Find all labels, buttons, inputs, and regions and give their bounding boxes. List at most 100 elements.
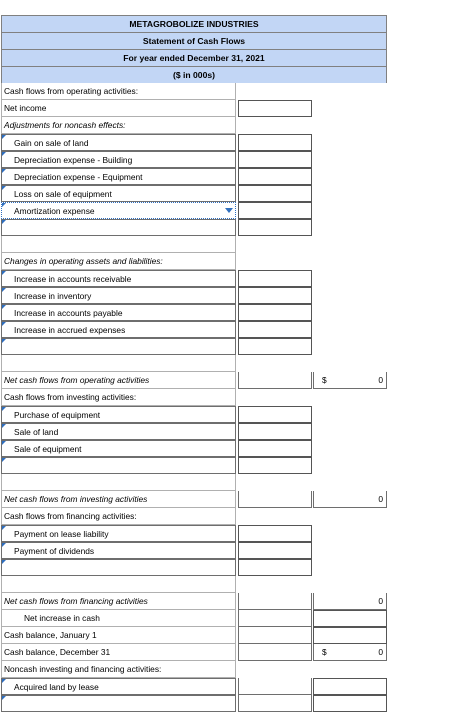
changes-row: Changes in operating assets and liabilit… bbox=[1, 253, 387, 270]
spacer-row bbox=[1, 474, 387, 491]
net-increase-row: Net increase in cash bbox=[1, 610, 387, 627]
adj-amount-input[interactable] bbox=[238, 134, 312, 151]
adj-item-input[interactable]: Gain on sale of land bbox=[1, 134, 236, 151]
change-amount-input[interactable] bbox=[238, 304, 312, 321]
adj-item-input[interactable]: Depreciation expense - Equipment bbox=[1, 168, 236, 185]
change-item-input[interactable]: Increase in inventory bbox=[1, 287, 236, 304]
financing-amount-input[interactable] bbox=[238, 559, 312, 576]
adj-row: Gain on sale of land bbox=[1, 134, 387, 151]
change-row: Increase in accounts receivable bbox=[1, 270, 387, 287]
investing-item-input[interactable]: Sale of equipment bbox=[1, 440, 236, 457]
investing-item-input[interactable]: Sale of land bbox=[1, 423, 236, 440]
net-operating-row: Net cash flows from operating activities… bbox=[1, 372, 387, 389]
operating-title: Cash flows from operating activities: bbox=[1, 83, 236, 100]
noncash-spacer bbox=[238, 695, 312, 712]
change-row: Increase in inventory bbox=[1, 287, 387, 304]
financing-item-input[interactable] bbox=[1, 559, 236, 576]
change-row: Increase in accounts payable bbox=[1, 304, 387, 321]
noncash-amount-input[interactable] bbox=[313, 695, 387, 712]
investing-title-row: Cash flows from investing activities: bbox=[1, 389, 387, 406]
noncash-amount-input[interactable] bbox=[313, 678, 387, 695]
financing-item-input[interactable]: Payment of dividends bbox=[1, 542, 236, 559]
adj-item-input[interactable] bbox=[1, 219, 236, 236]
net-financing-spacer bbox=[238, 593, 312, 610]
statement-title: Statement of Cash Flows bbox=[1, 32, 387, 49]
adjustments-heading: Adjustments for noncash effects: bbox=[1, 117, 236, 134]
investing-amount-input[interactable] bbox=[238, 457, 312, 474]
noncash-item-input[interactable]: Acquired land by lease bbox=[1, 678, 236, 695]
financing-amount-input[interactable] bbox=[238, 542, 312, 559]
adj-row-dropdown: Amortization expense bbox=[1, 202, 387, 219]
financing-amount-input[interactable] bbox=[238, 525, 312, 542]
adj-item-input[interactable]: Loss on sale of equipment bbox=[1, 185, 236, 202]
currency-symbol: $ bbox=[322, 375, 327, 385]
financing-row: Payment of dividends bbox=[1, 542, 387, 559]
investing-amount-input[interactable] bbox=[238, 406, 312, 423]
noncash-item-input[interactable] bbox=[1, 695, 236, 712]
change-amount-input[interactable] bbox=[238, 338, 312, 355]
adj-row-empty bbox=[1, 219, 387, 236]
noncash-spacer bbox=[238, 678, 312, 695]
cash-dec31-total: $ 0 bbox=[313, 644, 387, 661]
change-amount-input[interactable] bbox=[238, 287, 312, 304]
statement-period: For year ended December 31, 2021 bbox=[1, 49, 387, 66]
adj-row: Depreciation expense - Equipment bbox=[1, 168, 387, 185]
change-amount-input[interactable] bbox=[238, 321, 312, 338]
net-income-row: Net income bbox=[1, 100, 387, 117]
investing-amount-input[interactable] bbox=[238, 440, 312, 457]
net-financing-value: 0 bbox=[378, 596, 383, 606]
change-amount-input[interactable] bbox=[238, 270, 312, 287]
cash-jan1-input[interactable] bbox=[313, 627, 387, 644]
net-financing-row: Net cash flows from financing activities… bbox=[1, 593, 387, 610]
investing-amount-input[interactable] bbox=[238, 423, 312, 440]
net-investing-label: Net cash flows from investing activities bbox=[1, 491, 236, 508]
change-item-input[interactable]: Increase in accounts payable bbox=[1, 304, 236, 321]
spacer-row bbox=[1, 576, 387, 593]
noncash-row-empty bbox=[1, 695, 387, 712]
investing-item-input[interactable] bbox=[1, 457, 236, 474]
net-income-label: Net income bbox=[1, 100, 236, 117]
investing-row: Purchase of equipment bbox=[1, 406, 387, 423]
spacer-row bbox=[1, 355, 387, 372]
cash-dec31-value: 0 bbox=[378, 647, 383, 657]
net-income-input[interactable] bbox=[238, 100, 312, 117]
net-increase-input[interactable] bbox=[313, 610, 387, 627]
net-operating-value: 0 bbox=[378, 375, 383, 385]
adj-item-input[interactable]: Depreciation expense - Building bbox=[1, 151, 236, 168]
adj-amount-input[interactable] bbox=[238, 168, 312, 185]
financing-item-input[interactable]: Payment on lease liability bbox=[1, 525, 236, 542]
noncash-row: Acquired land by lease bbox=[1, 678, 387, 695]
cash-jan1-row: Cash balance, January 1 bbox=[1, 627, 387, 644]
investing-row: Sale of equipment bbox=[1, 440, 387, 457]
adj-amount-input[interactable] bbox=[238, 202, 312, 219]
adj-amount-input[interactable] bbox=[238, 185, 312, 202]
investing-item-input[interactable]: Purchase of equipment bbox=[1, 406, 236, 423]
adj-amount-input[interactable] bbox=[238, 219, 312, 236]
net-investing-value: 0 bbox=[378, 494, 383, 504]
noncash-title: Noncash investing and financing activiti… bbox=[1, 661, 236, 678]
change-item-input[interactable] bbox=[1, 338, 236, 355]
net-operating-total: $ 0 bbox=[313, 372, 387, 389]
noncash-title-row: Noncash investing and financing activiti… bbox=[1, 661, 387, 678]
company-name: METAGROBOLIZE INDUSTRIES bbox=[1, 15, 387, 32]
currency-symbol: $ bbox=[322, 647, 327, 657]
change-item-input[interactable]: Increase in accrued expenses bbox=[1, 321, 236, 338]
adj-amount-input[interactable] bbox=[238, 151, 312, 168]
investing-title: Cash flows from investing activities: bbox=[1, 389, 236, 406]
net-increase-label: Net increase in cash bbox=[1, 610, 236, 627]
financing-title-row: Cash flows from financing activities: bbox=[1, 508, 387, 525]
change-row: Increase in accrued expenses bbox=[1, 321, 387, 338]
change-row-empty bbox=[1, 338, 387, 355]
chevron-down-icon[interactable] bbox=[225, 208, 233, 213]
net-investing-spacer bbox=[238, 491, 312, 508]
net-increase-spacer bbox=[238, 610, 312, 627]
change-item-input[interactable]: Increase in accounts receivable bbox=[1, 270, 236, 287]
cash-dec31-row: Cash balance, December 31 $ 0 bbox=[1, 644, 387, 661]
cash-jan1-spacer bbox=[238, 627, 312, 644]
spacer-cell bbox=[1, 355, 236, 372]
net-investing-total: 0 bbox=[313, 491, 387, 508]
adj-row: Depreciation expense - Building bbox=[1, 151, 387, 168]
net-investing-row: Net cash flows from investing activities… bbox=[1, 491, 387, 508]
cash-dec31-spacer bbox=[238, 644, 312, 661]
adj-item-select[interactable]: Amortization expense bbox=[1, 202, 236, 219]
